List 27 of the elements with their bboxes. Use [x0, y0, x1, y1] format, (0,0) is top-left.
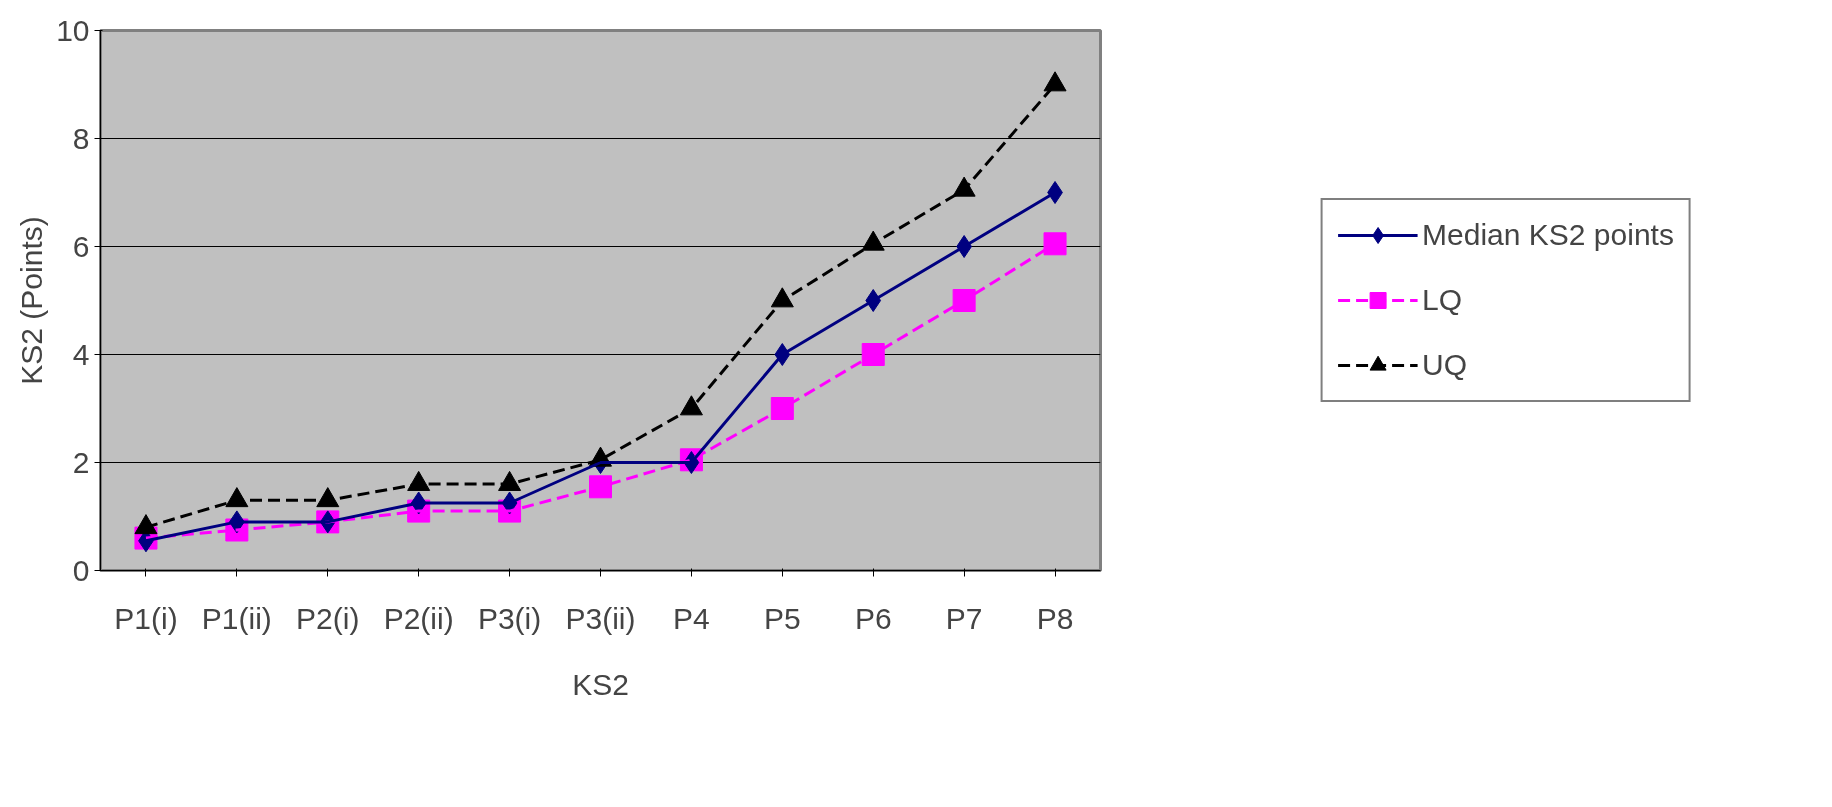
- x-tick-label: P2(ii): [383, 601, 454, 635]
- x-tick-label: P7: [945, 601, 983, 635]
- x-tick-label: P3(ii): [565, 601, 636, 635]
- x-axis-title: KS2: [572, 667, 629, 701]
- x-tick-label: P6: [854, 601, 892, 635]
- x-tick-label: P5: [763, 601, 801, 635]
- y-axis-title: KS2 (Points): [15, 216, 49, 385]
- point: [770, 397, 794, 420]
- x-tick-label: P8: [1036, 601, 1074, 635]
- x-tick-label: P1(i): [114, 601, 178, 635]
- point: [952, 289, 976, 312]
- y-tick-label: 6: [72, 229, 90, 263]
- x-tick-label: P1(ii): [201, 601, 272, 635]
- x-tick-label: P2(i): [296, 601, 360, 635]
- point: [861, 343, 885, 366]
- legend-label: UQ: [1422, 348, 1468, 382]
- point: [1043, 232, 1067, 256]
- y-tick-label: 0: [72, 553, 90, 587]
- y-tick-label: 2: [72, 445, 90, 479]
- y-tick-label: 4: [72, 337, 90, 371]
- x-tick-label: P4: [673, 601, 710, 635]
- y-tick-label: 10: [56, 13, 90, 47]
- x-tick-label: P3(i): [477, 601, 542, 635]
- y-tick-label: 8: [72, 121, 90, 155]
- legend-label: Median KS2 points: [1422, 218, 1674, 252]
- point: [589, 475, 612, 499]
- legend-label: LQ: [1422, 283, 1463, 317]
